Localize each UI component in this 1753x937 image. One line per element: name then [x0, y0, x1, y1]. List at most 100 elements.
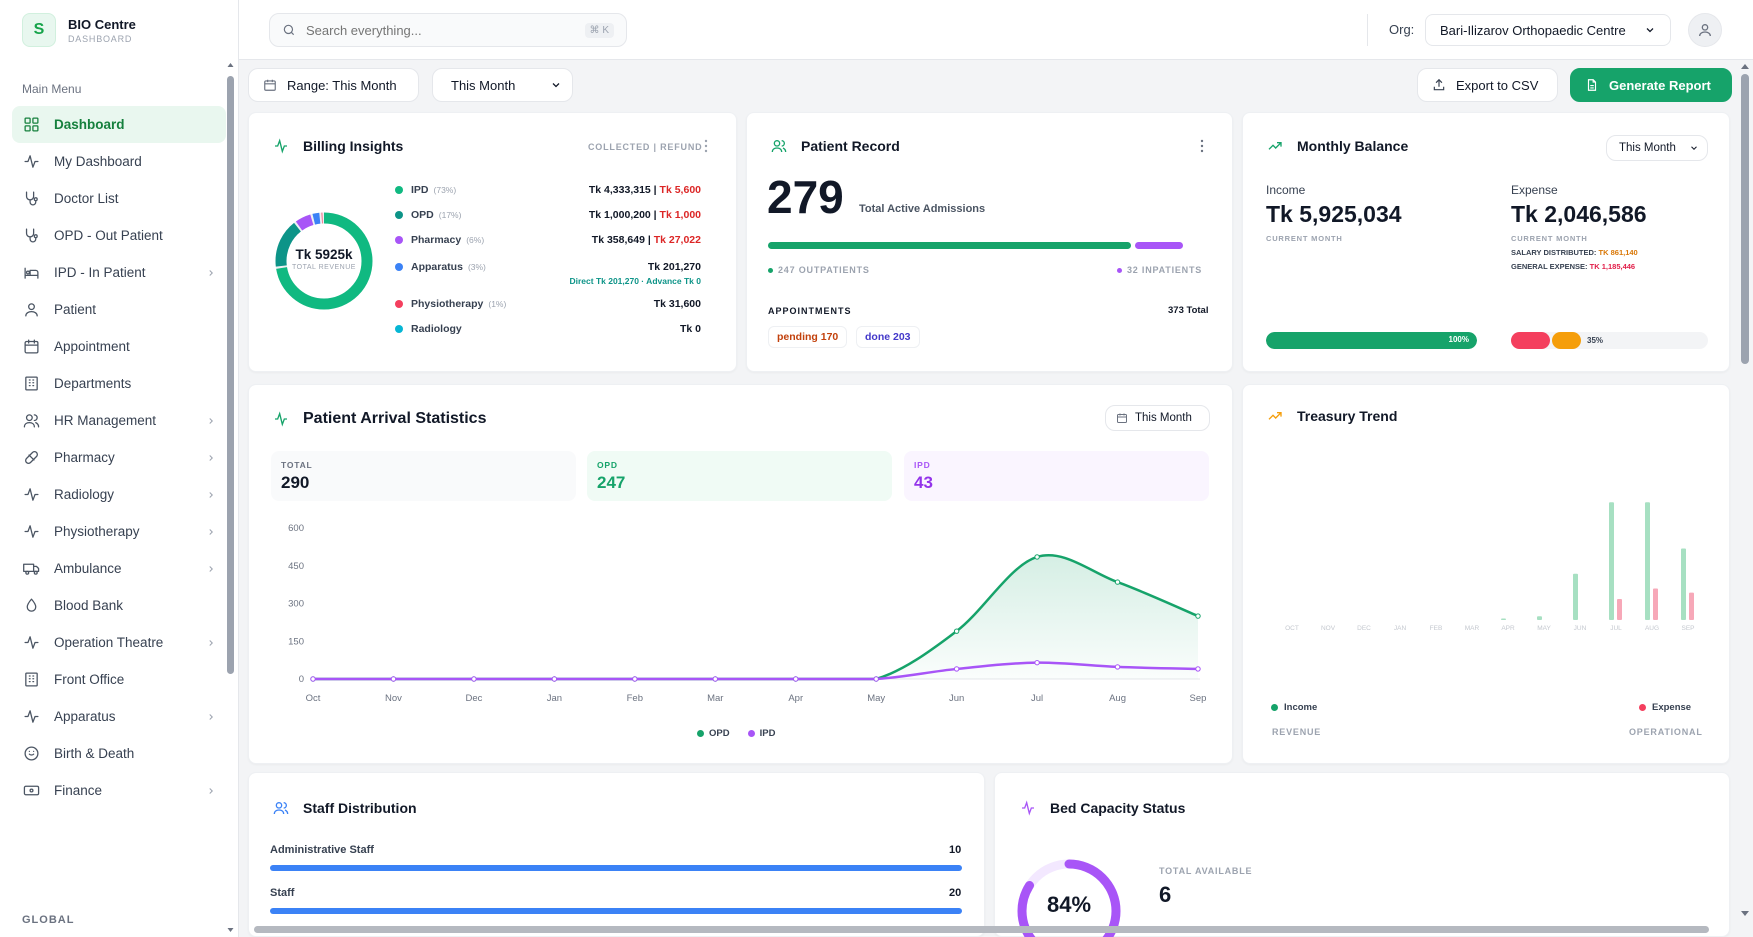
period-select[interactable]: This Month [432, 68, 573, 102]
expense-progress-label: 35% [1587, 336, 1604, 345]
brand[interactable]: S BIO Centre DASHBOARD [0, 0, 238, 60]
scroll-up-arrow-icon[interactable] [1740, 62, 1750, 70]
billing-donut-value: Tk 5925k [295, 247, 353, 262]
users-icon [22, 412, 40, 430]
legend-income-dot [1271, 704, 1278, 711]
sidebar-item-label: OPD - Out Patient [54, 228, 163, 243]
sidebar-scrollbar-track[interactable] [226, 62, 235, 937]
range-button[interactable]: Range: This Month [248, 68, 419, 102]
file-icon [1585, 78, 1599, 92]
sidebar-item-physiotherapy[interactable]: Physiotherapy [12, 513, 226, 550]
series-area-opd [313, 555, 1198, 679]
activity-icon [22, 486, 40, 504]
data-point-ipd [953, 666, 960, 672]
billing-row: IPD (73%) Tk 4,333,315 | Tk 5,600 [395, 184, 701, 196]
treasury-trend-title-text: Treasury Trend [1297, 408, 1398, 424]
sidebar-item-my-dashboard[interactable]: My Dashboard [12, 143, 226, 180]
org-label: Org: [1389, 22, 1415, 37]
data-point-ipd [873, 676, 879, 682]
income-bar [1681, 548, 1686, 620]
sidebar-item-departments[interactable]: Departments [12, 365, 226, 402]
chevron-right-icon [209, 491, 213, 498]
sidebar-item-ambulance[interactable]: Ambulance [12, 550, 226, 587]
more-vertical-icon[interactable] [703, 139, 709, 158]
sidebar-item-finance[interactable]: Finance [12, 772, 226, 809]
topbar: ⌘ K Org: Bari-Ilizarov Orthopaedic Centr… [239, 0, 1753, 60]
x-tick-label: Feb [627, 693, 643, 704]
income-progress-label: 100% [1448, 335, 1469, 344]
appointments-pending-chip[interactable]: pending 170 [768, 326, 848, 348]
search-box[interactable]: ⌘ K [269, 13, 627, 47]
x-tick-label: SEP [1681, 625, 1694, 632]
sidebar-item-label: Birth & Death [54, 746, 135, 761]
sidebar-item-pharmacy[interactable]: Pharmacy [12, 439, 226, 476]
range-button-label: Range: This Month [287, 77, 397, 93]
sidebar-item-label: Finance [54, 783, 103, 798]
scroll-down-arrow-icon[interactable] [1740, 910, 1750, 918]
legend-expense-label: Expense [1652, 702, 1692, 713]
salary-distributed: SALARY DISTRIBUTED: TK 861,140 [1511, 248, 1638, 257]
search-shortcut: ⌘ K [584, 22, 614, 38]
activity-icon [1020, 800, 1036, 816]
sidebar-item-opd-out-patient[interactable]: OPD - Out Patient [12, 217, 226, 254]
sidebar-item-patient[interactable]: Patient [12, 291, 226, 328]
more-vertical-icon[interactable] [1199, 139, 1205, 158]
y-tick-label: 150 [288, 636, 304, 647]
sidebar-item-dashboard[interactable]: Dashboard [12, 106, 226, 143]
appointments-done-chip[interactable]: done 203 [856, 326, 920, 348]
export-csv-button[interactable]: Export to CSV [1417, 68, 1558, 102]
sidebar-item-apparatus[interactable]: Apparatus [12, 698, 226, 735]
sidebar-item-label: Patient [54, 302, 97, 317]
balance-period-select[interactable]: This Month [1606, 135, 1708, 161]
billing-row: Apparatus (3%) Tk 201,270 [395, 261, 701, 273]
billing-row-value: Tk 31,600 [654, 298, 701, 310]
staff-row-label: Staff [270, 887, 295, 899]
data-point-ipd [471, 676, 477, 682]
sidebar-item-birth-death[interactable]: Birth & Death [12, 735, 226, 772]
x-tick-label: FEB [1430, 625, 1443, 632]
billing-row-pct: (17%) [438, 210, 462, 220]
arrival-period-button[interactable]: This Month [1105, 405, 1210, 431]
appointments-total: 373 Total [1168, 305, 1209, 316]
sidebar-item-doctor-list[interactable]: Doctor List [12, 180, 226, 217]
inpatients-dot [1117, 267, 1122, 273]
arrival-opd-value: 247 [597, 473, 626, 492]
building-icon [22, 671, 40, 689]
sidebar-item-hr-management[interactable]: HR Management [12, 402, 226, 439]
sidebar-item-blood-bank[interactable]: Blood Bank [12, 587, 226, 624]
generate-report-button[interactable]: Generate Report [1570, 68, 1732, 102]
billing-row: Radiology Tk 0 [395, 323, 701, 335]
expense-bar [1689, 592, 1694, 620]
sidebar-item-front-office[interactable]: Front Office [12, 661, 226, 698]
x-tick-label: Apr [788, 693, 803, 704]
sidebar-item-label: My Dashboard [54, 154, 142, 169]
main-scrollbar-thumb[interactable] [1741, 74, 1749, 364]
search-input[interactable] [306, 22, 585, 38]
horizontal-scrollbar-thumb[interactable] [254, 926, 1709, 933]
sidebar-item-label: Radiology [54, 487, 115, 502]
outpatients-legend: 247 OUTPATIENTS [768, 265, 870, 275]
sidebar-item-label: Physiotherapy [54, 524, 140, 539]
x-tick-label: OCT [1285, 625, 1299, 632]
appointments-label: APPOINTMENTS [768, 306, 852, 316]
billing-row-value: Tk 1,000,200 | Tk 1,000 [589, 209, 701, 221]
data-point-ipd [712, 676, 718, 682]
user-avatar[interactable] [1688, 13, 1722, 47]
sidebar-scrollbar-thumb[interactable] [227, 76, 234, 674]
grid-icon [22, 116, 40, 134]
sidebar-item-label: Doctor List [54, 191, 119, 206]
chevron-down-icon [1646, 28, 1654, 33]
sidebar-item-label: Appointment [54, 339, 130, 354]
sidebar-item-ipd-in-patient[interactable]: IPD - In Patient [12, 254, 226, 291]
sidebar-item-appointment[interactable]: Appointment [12, 328, 226, 365]
monthly-balance-title-text: Monthly Balance [1297, 138, 1409, 154]
sidebar-item-radiology[interactable]: Radiology [12, 476, 226, 513]
chevron-right-icon [209, 528, 213, 535]
x-tick-label: Mar [707, 693, 723, 704]
sidebar-item-operation-theatre[interactable]: Operation Theatre [12, 624, 226, 661]
x-tick-label: Dec [465, 693, 482, 704]
sidebar-item-label: Departments [54, 376, 132, 391]
billing-row-pct: (1%) [488, 299, 507, 309]
org-select[interactable]: Bari-Ilizarov Orthopaedic Centre [1425, 14, 1671, 46]
active-admissions-label: Total Active Admissions [859, 203, 986, 215]
